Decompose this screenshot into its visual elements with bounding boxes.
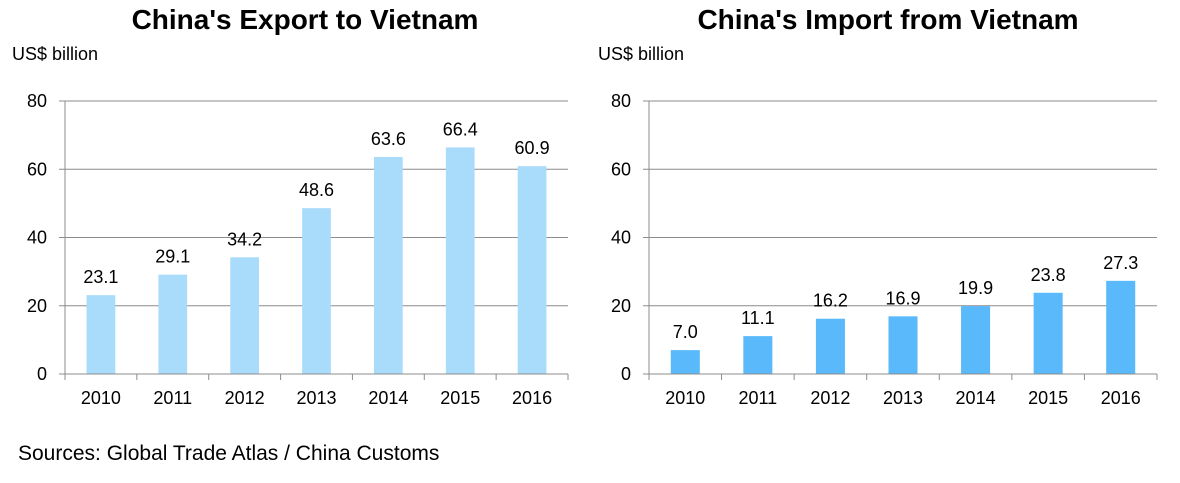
data-label: 16.9: [885, 288, 920, 308]
data-label: 63.6: [371, 129, 406, 149]
data-label: 27.3: [1103, 253, 1138, 273]
data-label: 34.2: [227, 229, 262, 249]
x-tick-label: 2012: [225, 388, 265, 408]
x-tick-label: 2010: [665, 388, 705, 408]
y-tick-label: 40: [27, 228, 47, 248]
bar: [445, 147, 475, 374]
bar: [158, 274, 188, 374]
chart-title-import: China's Import from Vietnam: [697, 4, 1079, 35]
bar: [961, 306, 991, 374]
chart-title-export: China's Export to Vietnam: [131, 4, 479, 35]
x-tick-label: 2011: [738, 388, 777, 408]
x-tick-label: 2013: [883, 388, 923, 408]
x-tick-label: 2014: [368, 388, 408, 408]
y-tick-label: 0: [621, 364, 631, 384]
x-tick-label: 2016: [512, 388, 552, 408]
bar: [86, 295, 116, 374]
bar: [373, 156, 403, 374]
x-tick-label: 2015: [1028, 388, 1068, 408]
data-label: 66.4: [443, 119, 478, 139]
y-tick-label: 60: [611, 159, 631, 179]
data-label: 23.1: [83, 267, 118, 287]
data-label: 7.0: [673, 322, 698, 342]
bar: [230, 257, 260, 374]
y-tick-label: 60: [27, 159, 47, 179]
data-label: 60.9: [515, 138, 550, 158]
x-tick-label: 2016: [1101, 388, 1141, 408]
source-note: Sources: Global Trade Atlas / China Cust…: [18, 442, 440, 465]
export-chart: 0 20 40 60 80 23.1 2010 29.1 2011 34.2 2012 48.6 201…: [27, 91, 569, 408]
x-tick-label: 2013: [296, 388, 336, 408]
bar: [517, 166, 547, 374]
bar: [888, 316, 918, 374]
data-label: 48.6: [299, 180, 334, 200]
x-tick-label: 2014: [956, 388, 996, 408]
bar: [302, 208, 331, 374]
x-tick-label: 2010: [81, 388, 121, 408]
bar: [670, 350, 700, 374]
x-tick-label: 2015: [440, 388, 480, 408]
bar: [743, 336, 773, 374]
x-tick-label: 2011: [153, 388, 192, 408]
y-tick-label: 0: [37, 364, 47, 384]
import-chart: 0 20 40 60 80 7.0 2010 11.1 2011 16.2 2012 16.9 2013…: [611, 91, 1158, 408]
y-tick-label: 80: [611, 91, 631, 111]
bar: [815, 318, 845, 374]
y-tick-label: 40: [611, 228, 631, 248]
y-tick-label: 20: [611, 296, 631, 316]
y-tick-label: 20: [27, 296, 47, 316]
data-label: 23.8: [1031, 265, 1066, 285]
y-unit-label-import: US$ billion: [598, 44, 685, 64]
x-tick-label: 2012: [810, 388, 850, 408]
y-unit-label-export: US$ billion: [12, 44, 99, 64]
bar: [1106, 280, 1136, 374]
data-label: 16.2: [813, 291, 848, 311]
bar: [1033, 292, 1063, 374]
data-label: 11.1: [741, 308, 775, 328]
data-label: 29.1: [155, 247, 190, 267]
y-tick-label: 80: [27, 91, 47, 111]
data-label: 19.9: [958, 278, 993, 298]
